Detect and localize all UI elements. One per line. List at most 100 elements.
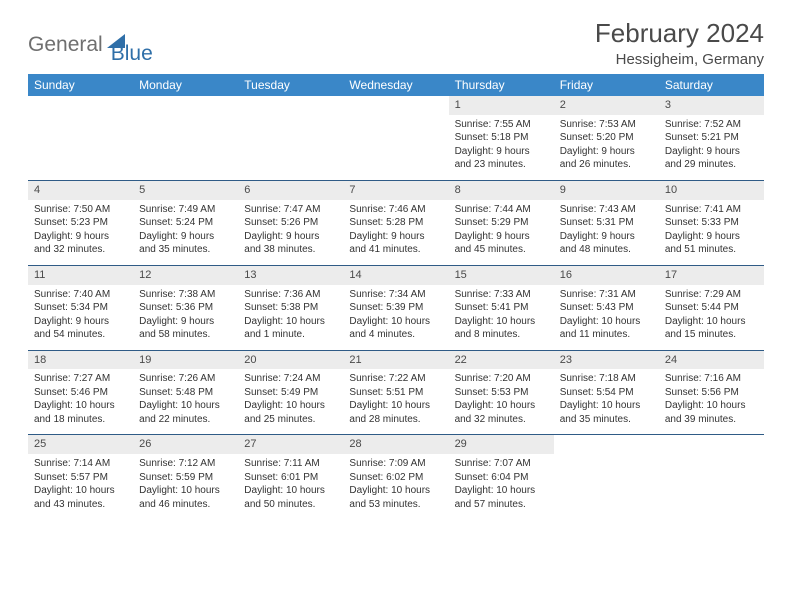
calendar-day-cell: 16Sunrise: 7:31 AMSunset: 5:43 PMDayligh… xyxy=(554,265,659,350)
calendar-table: Sunday Monday Tuesday Wednesday Thursday… xyxy=(28,74,764,519)
calendar-day-cell: 23Sunrise: 7:18 AMSunset: 5:54 PMDayligh… xyxy=(554,350,659,435)
daylight-text: Daylight: 9 hours and 58 minutes. xyxy=(139,315,232,342)
header: General Blue February 2024 Hessigheim, G… xyxy=(28,18,764,68)
day-body: Sunrise: 7:16 AMSunset: 5:56 PMDaylight:… xyxy=(659,369,764,434)
calendar-day-cell: 28Sunrise: 7:09 AMSunset: 6:02 PMDayligh… xyxy=(343,435,448,519)
sunrise-text: Sunrise: 7:53 AM xyxy=(560,118,653,132)
day-body-empty xyxy=(238,96,343,158)
day-number: 29 xyxy=(449,435,554,454)
day-body: Sunrise: 7:43 AMSunset: 5:31 PMDaylight:… xyxy=(554,200,659,265)
sunrise-text: Sunrise: 7:34 AM xyxy=(349,288,442,302)
calendar-day-cell: 14Sunrise: 7:34 AMSunset: 5:39 PMDayligh… xyxy=(343,265,448,350)
calendar-day-cell: 3Sunrise: 7:52 AMSunset: 5:21 PMDaylight… xyxy=(659,96,764,180)
calendar-day-cell: 27Sunrise: 7:11 AMSunset: 6:01 PMDayligh… xyxy=(238,435,343,519)
sunrise-text: Sunrise: 7:41 AM xyxy=(665,203,758,217)
daylight-text: Daylight: 10 hours and 15 minutes. xyxy=(665,315,758,342)
sunset-text: Sunset: 5:34 PM xyxy=(34,301,127,315)
day-number: 5 xyxy=(133,181,238,200)
sunset-text: Sunset: 5:41 PM xyxy=(455,301,548,315)
day-body: Sunrise: 7:09 AMSunset: 6:02 PMDaylight:… xyxy=(343,454,448,519)
day-body-empty xyxy=(133,96,238,158)
calendar-day-cell: 25Sunrise: 7:14 AMSunset: 5:57 PMDayligh… xyxy=(28,435,133,519)
sunrise-text: Sunrise: 7:16 AM xyxy=(665,372,758,386)
sunrise-text: Sunrise: 7:26 AM xyxy=(139,372,232,386)
calendar-week-row: 4Sunrise: 7:50 AMSunset: 5:23 PMDaylight… xyxy=(28,180,764,265)
calendar-week-row: 25Sunrise: 7:14 AMSunset: 5:57 PMDayligh… xyxy=(28,435,764,519)
daylight-text: Daylight: 9 hours and 54 minutes. xyxy=(34,315,127,342)
daylight-text: Daylight: 9 hours and 45 minutes. xyxy=(455,230,548,257)
day-number: 13 xyxy=(238,266,343,285)
daylight-text: Daylight: 9 hours and 32 minutes. xyxy=(34,230,127,257)
calendar-day-cell: 11Sunrise: 7:40 AMSunset: 5:34 PMDayligh… xyxy=(28,265,133,350)
day-body: Sunrise: 7:46 AMSunset: 5:28 PMDaylight:… xyxy=(343,200,448,265)
daylight-text: Daylight: 10 hours and 39 minutes. xyxy=(665,399,758,426)
day-number: 26 xyxy=(133,435,238,454)
daylight-text: Daylight: 10 hours and 18 minutes. xyxy=(34,399,127,426)
day-body: Sunrise: 7:34 AMSunset: 5:39 PMDaylight:… xyxy=(343,285,448,350)
daylight-text: Daylight: 9 hours and 35 minutes. xyxy=(139,230,232,257)
daylight-text: Daylight: 9 hours and 51 minutes. xyxy=(665,230,758,257)
calendar-day-cell: 26Sunrise: 7:12 AMSunset: 5:59 PMDayligh… xyxy=(133,435,238,519)
sunrise-text: Sunrise: 7:07 AM xyxy=(455,457,548,471)
day-number: 10 xyxy=(659,181,764,200)
calendar-day-cell: 9Sunrise: 7:43 AMSunset: 5:31 PMDaylight… xyxy=(554,180,659,265)
sunrise-text: Sunrise: 7:14 AM xyxy=(34,457,127,471)
title-block: February 2024 Hessigheim, Germany xyxy=(595,18,764,68)
sunset-text: Sunset: 5:39 PM xyxy=(349,301,442,315)
sunset-text: Sunset: 5:44 PM xyxy=(665,301,758,315)
calendar-body: 1Sunrise: 7:55 AMSunset: 5:18 PMDaylight… xyxy=(28,96,764,519)
day-body: Sunrise: 7:22 AMSunset: 5:51 PMDaylight:… xyxy=(343,369,448,434)
daylight-text: Daylight: 10 hours and 8 minutes. xyxy=(455,315,548,342)
sunrise-text: Sunrise: 7:47 AM xyxy=(244,203,337,217)
daylight-text: Daylight: 10 hours and 11 minutes. xyxy=(560,315,653,342)
sunset-text: Sunset: 5:21 PM xyxy=(665,131,758,145)
sunset-text: Sunset: 5:56 PM xyxy=(665,386,758,400)
daylight-text: Daylight: 10 hours and 4 minutes. xyxy=(349,315,442,342)
page-location: Hessigheim, Germany xyxy=(595,51,764,68)
calendar-day-cell xyxy=(133,96,238,180)
daylight-text: Daylight: 10 hours and 28 minutes. xyxy=(349,399,442,426)
day-number: 14 xyxy=(343,266,448,285)
calendar-day-cell: 7Sunrise: 7:46 AMSunset: 5:28 PMDaylight… xyxy=(343,180,448,265)
day-body-empty xyxy=(554,435,659,497)
calendar-day-cell xyxy=(659,435,764,519)
sunrise-text: Sunrise: 7:09 AM xyxy=(349,457,442,471)
calendar-day-cell xyxy=(554,435,659,519)
weekday-header: Wednesday xyxy=(343,74,448,96)
calendar-page: General Blue February 2024 Hessigheim, G… xyxy=(0,0,792,537)
brand-part2: Blue xyxy=(111,42,153,66)
calendar-day-cell xyxy=(343,96,448,180)
day-body: Sunrise: 7:12 AMSunset: 5:59 PMDaylight:… xyxy=(133,454,238,519)
daylight-text: Daylight: 9 hours and 29 minutes. xyxy=(665,145,758,172)
daylight-text: Daylight: 10 hours and 35 minutes. xyxy=(560,399,653,426)
calendar-day-cell: 4Sunrise: 7:50 AMSunset: 5:23 PMDaylight… xyxy=(28,180,133,265)
day-body: Sunrise: 7:11 AMSunset: 6:01 PMDaylight:… xyxy=(238,454,343,519)
calendar-day-cell: 12Sunrise: 7:38 AMSunset: 5:36 PMDayligh… xyxy=(133,265,238,350)
sunrise-text: Sunrise: 7:33 AM xyxy=(455,288,548,302)
sunset-text: Sunset: 5:59 PM xyxy=(139,471,232,485)
day-body: Sunrise: 7:40 AMSunset: 5:34 PMDaylight:… xyxy=(28,285,133,350)
calendar-day-cell: 6Sunrise: 7:47 AMSunset: 5:26 PMDaylight… xyxy=(238,180,343,265)
day-number: 18 xyxy=(28,351,133,370)
calendar-week-row: 18Sunrise: 7:27 AMSunset: 5:46 PMDayligh… xyxy=(28,350,764,435)
calendar-day-cell xyxy=(238,96,343,180)
calendar-day-cell: 22Sunrise: 7:20 AMSunset: 5:53 PMDayligh… xyxy=(449,350,554,435)
sunset-text: Sunset: 6:02 PM xyxy=(349,471,442,485)
sunset-text: Sunset: 5:20 PM xyxy=(560,131,653,145)
sunset-text: Sunset: 5:26 PM xyxy=(244,216,337,230)
sunrise-text: Sunrise: 7:44 AM xyxy=(455,203,548,217)
day-body: Sunrise: 7:18 AMSunset: 5:54 PMDaylight:… xyxy=(554,369,659,434)
day-number: 9 xyxy=(554,181,659,200)
weekday-header: Saturday xyxy=(659,74,764,96)
day-body: Sunrise: 7:27 AMSunset: 5:46 PMDaylight:… xyxy=(28,369,133,434)
sunset-text: Sunset: 5:29 PM xyxy=(455,216,548,230)
day-body: Sunrise: 7:24 AMSunset: 5:49 PMDaylight:… xyxy=(238,369,343,434)
daylight-text: Daylight: 10 hours and 43 minutes. xyxy=(34,484,127,511)
sunrise-text: Sunrise: 7:29 AM xyxy=(665,288,758,302)
sunrise-text: Sunrise: 7:50 AM xyxy=(34,203,127,217)
sunrise-text: Sunrise: 7:18 AM xyxy=(560,372,653,386)
day-body: Sunrise: 7:29 AMSunset: 5:44 PMDaylight:… xyxy=(659,285,764,350)
sunrise-text: Sunrise: 7:31 AM xyxy=(560,288,653,302)
calendar-week-row: 11Sunrise: 7:40 AMSunset: 5:34 PMDayligh… xyxy=(28,265,764,350)
day-number: 4 xyxy=(28,181,133,200)
